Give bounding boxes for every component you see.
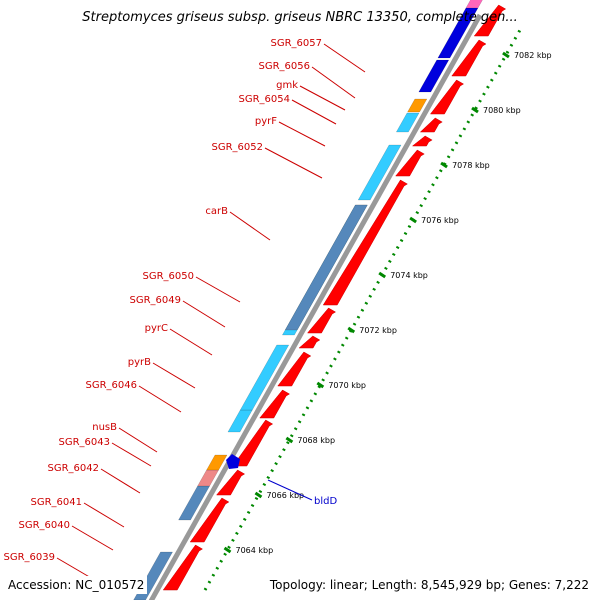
gene-label-sgr_6046: SGR_6046: [86, 380, 138, 391]
ruler-label-2: 7078 kbp: [452, 161, 490, 170]
reverse-gene-carB-inner: [284, 204, 368, 331]
bldD-feature: [226, 454, 240, 469]
backbone-line: [148, 13, 483, 600]
bldD-label: bldD: [314, 496, 337, 507]
gene-leader-10: [152, 362, 196, 389]
reverse-gene-pyrF: [395, 112, 420, 133]
topology-text: Topology: linear; Length: 8,545,929 bp; …: [266, 576, 592, 594]
gene-label-sgr_6056: SGR_6056: [259, 61, 311, 72]
ruler-tick-2: [440, 161, 448, 169]
ruler-label-5: 7072 kbp: [359, 326, 397, 335]
forward-gene-3: [216, 469, 246, 496]
ruler-label-0: 7082 kbp: [514, 51, 552, 60]
ruler-tick-8: [254, 491, 263, 499]
gene-label-pyrc: pyrC: [145, 323, 168, 334]
gene-leader-3: [291, 99, 337, 125]
genome-title: Streptomyces griseus subsp. griseus NBRC…: [82, 10, 518, 25]
ruler-label-3: 7076 kbp: [421, 216, 459, 225]
gene-label-sgr_6049: SGR_6049: [130, 295, 182, 306]
gene-label-sgr_6057: SGR_6057: [271, 38, 323, 49]
gene-leader-14: [100, 468, 141, 494]
forward-gene-15: [473, 4, 507, 37]
gene-leader-13: [111, 442, 152, 467]
forward-gene-13: [429, 79, 465, 115]
gene-leader-7: [195, 276, 241, 303]
ruler-label-7: 7068 kbp: [297, 436, 335, 445]
reverse-gene-pyrC: [239, 344, 290, 411]
gene-label-sgr_6041: SGR_6041: [31, 497, 83, 508]
gene-label-sgr_6040: SGR_6040: [19, 520, 71, 531]
ruler-dotted-line: [203, 29, 522, 591]
ruler-tick-9: [223, 546, 232, 554]
reverse-gene-sgr6052: [357, 144, 402, 201]
gene-label-sgr_6054: SGR_6054: [239, 94, 291, 105]
backbone-highlight: [155, 14, 485, 600]
gene-leader-1: [311, 66, 356, 99]
forward-gene-6: [277, 351, 312, 387]
ruler-label-6: 7070 kbp: [328, 381, 366, 390]
gene-leader-2: [299, 85, 346, 111]
ruler-tick-5: [347, 326, 356, 334]
accession-text: Accession: NC_010572: [5, 576, 148, 594]
gene-leader-11: [138, 385, 182, 413]
gene-label-sgr_6050: SGR_6050: [143, 271, 195, 282]
forward-gene-5: [259, 389, 291, 419]
ruler-tick-1: [471, 106, 479, 114]
forward-gene-1: [162, 544, 203, 591]
bldD-leader: [267, 479, 313, 501]
gene-leader-8: [182, 300, 226, 328]
forward-gene-10: [395, 149, 425, 177]
reverse-gene-gmk: [407, 98, 428, 113]
gene-label-sgr_6039: SGR_6039: [4, 552, 56, 563]
gene-label-gmk: gmk: [276, 80, 298, 91]
ruler-label-4: 7074 kbp: [390, 271, 428, 280]
forward-gene-8: [306, 307, 337, 334]
gene-label-pyrb: pyrB: [128, 357, 151, 368]
forward-gene-2: [189, 497, 230, 543]
gene-label-sgr_6052: SGR_6052: [212, 142, 264, 153]
gene-label-pyrf: pyrF: [255, 116, 277, 127]
forward-gene-12: [419, 117, 443, 133]
gene-leader-6: [229, 211, 271, 241]
gene-leader-5: [264, 147, 323, 179]
reverse-gene-sgr6057: [418, 59, 450, 93]
gene-leader-15: [83, 502, 125, 528]
ruler-label-8: 7066 kbp: [266, 491, 304, 500]
forward-gene-11: [411, 135, 433, 147]
gene-leader-16: [71, 525, 114, 551]
gene-leader-4: [278, 121, 326, 147]
ruler-tick-7: [285, 436, 294, 444]
ruler-tick-6: [316, 381, 325, 389]
gene-label-sgr_6043: SGR_6043: [59, 437, 111, 448]
forward-gene-4: [232, 419, 274, 467]
ruler-label-1: 7080 kbp: [483, 106, 521, 115]
ruler-tick-0: [502, 51, 510, 59]
gene-leader-0: [323, 43, 366, 73]
ruler-tick-4: [378, 271, 387, 279]
gene-label-carb: carB: [205, 206, 228, 217]
gene-label-nusb: nusB: [92, 422, 117, 433]
gene-label-sgr_6042: SGR_6042: [48, 463, 100, 474]
forward-gene-7: [298, 335, 321, 349]
forward-gene-9: [322, 179, 408, 306]
gene-leader-9: [169, 328, 213, 356]
gene-leader-12: [118, 427, 158, 453]
reverse-gene-sgr6043: [206, 454, 228, 471]
reverse-gene-top: [465, 0, 483, 9]
ruler-tick-3: [409, 216, 417, 224]
ruler-label-9: 7064 kbp: [236, 546, 274, 555]
forward-gene-14: [451, 39, 487, 77]
